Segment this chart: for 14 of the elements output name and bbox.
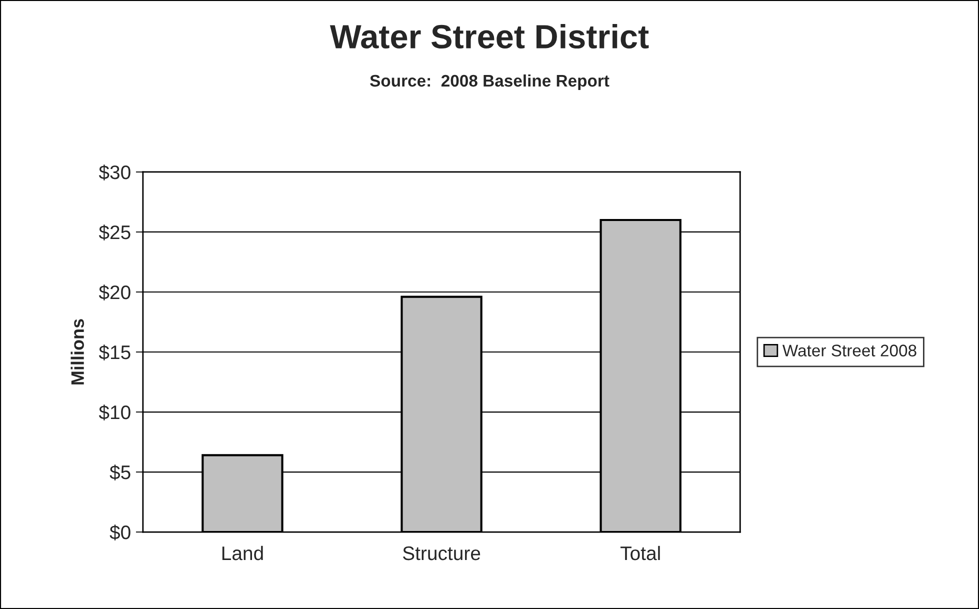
y-tick-label: $25 [98,224,130,240]
y-tick-label: $20 [98,284,130,300]
y-axis-title: Millions [70,319,84,384]
y-tick-label: $10 [98,404,130,420]
y-tick-label: $30 [98,164,130,180]
y-tick-label: $15 [98,344,130,360]
chart-title: Water Street District [330,24,649,49]
chart-subtitle: Source: 2008 Baseline Report [370,74,610,90]
x-tick-label: Structure [402,546,480,560]
y-tick-label: $0 [110,524,130,540]
y-tick-label: $5 [110,464,130,480]
x-tick-label: Land [222,546,263,560]
x-tick-label: Total [620,546,660,560]
legend-label: Water Street 2008 [782,344,916,356]
